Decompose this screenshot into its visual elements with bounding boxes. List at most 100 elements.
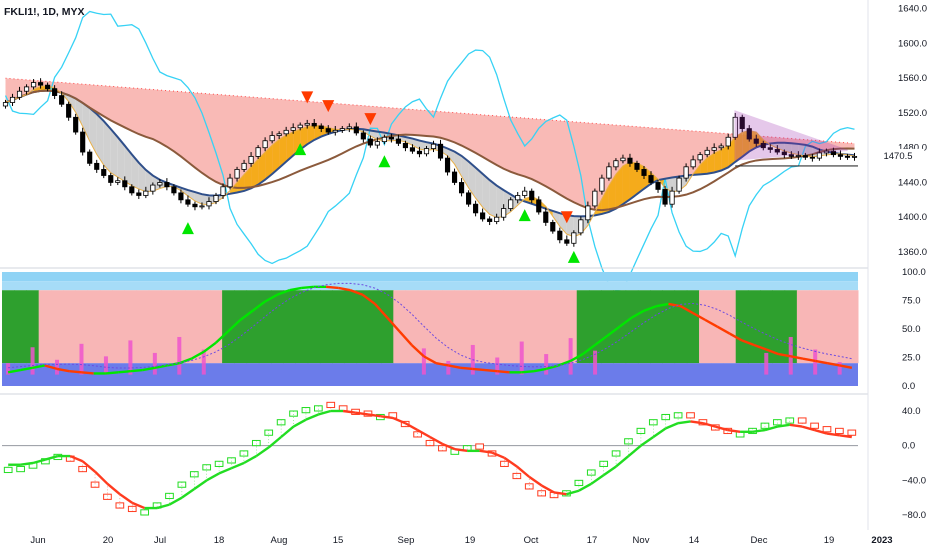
candle[interactable] — [157, 182, 163, 186]
candle[interactable] — [255, 147, 261, 157]
candle[interactable] — [136, 192, 142, 196]
candle[interactable] — [592, 190, 598, 207]
candle[interactable] — [753, 138, 759, 144]
candle[interactable] — [220, 186, 226, 196]
candle[interactable] — [59, 95, 65, 105]
candle[interactable] — [564, 239, 570, 244]
candle[interactable] — [522, 190, 528, 196]
candle[interactable] — [585, 205, 591, 221]
candle[interactable] — [129, 186, 135, 194]
candle[interactable] — [9, 96, 16, 103]
candle[interactable] — [325, 128, 331, 133]
candle[interactable] — [458, 182, 465, 194]
candle[interactable] — [206, 201, 212, 207]
sell-signal-arrow[interactable] — [322, 100, 335, 113]
candle[interactable] — [353, 126, 359, 134]
candle[interactable] — [423, 148, 430, 155]
candle[interactable] — [80, 131, 86, 153]
candle[interactable] — [515, 195, 521, 201]
candle[interactable] — [374, 141, 380, 146]
sell-signal-arrow[interactable] — [560, 211, 573, 224]
candle[interactable] — [690, 159, 696, 168]
sell-signal-arrow[interactable] — [301, 91, 314, 104]
candle[interactable] — [718, 145, 724, 149]
candle[interactable] — [16, 90, 23, 98]
candle[interactable] — [381, 136, 387, 143]
candle[interactable] — [52, 88, 58, 96]
candle[interactable] — [38, 82, 44, 86]
candle[interactable] — [304, 122, 310, 126]
candle[interactable] — [683, 166, 689, 179]
candle[interactable] — [816, 152, 822, 159]
candle[interactable] — [346, 126, 352, 129]
candle[interactable] — [739, 116, 745, 129]
candle[interactable] — [430, 143, 437, 149]
candle[interactable] — [599, 177, 605, 192]
buy-signal-arrow[interactable] — [294, 143, 307, 156]
candle[interactable] — [830, 150, 837, 156]
candle[interactable] — [494, 216, 500, 222]
candle[interactable] — [101, 169, 107, 176]
candle[interactable] — [73, 116, 79, 133]
candle[interactable] — [851, 155, 858, 158]
candle[interactable] — [578, 219, 584, 234]
price-scale[interactable]: 1640.0 1600.0 1560.0 1520.0 1480.0 1440.0 1400… — [872, 4, 927, 521]
candle[interactable] — [550, 222, 556, 232]
candle[interactable] — [45, 84, 51, 90]
candle[interactable] — [704, 149, 710, 156]
candle[interactable] — [802, 155, 808, 158]
candle[interactable] — [199, 205, 205, 208]
candle[interactable] — [823, 150, 830, 154]
candle[interactable] — [634, 162, 640, 170]
candle[interactable] — [416, 150, 423, 155]
candle[interactable] — [339, 128, 345, 131]
candle[interactable] — [641, 169, 647, 176]
candle[interactable] — [501, 208, 507, 218]
candle[interactable] — [746, 128, 752, 140]
candle[interactable] — [697, 154, 703, 161]
candle[interactable] — [311, 122, 317, 127]
candle[interactable] — [122, 180, 128, 188]
candle[interactable] — [676, 177, 682, 192]
candle[interactable] — [318, 125, 324, 129]
candle[interactable] — [844, 155, 851, 158]
candle[interactable] — [669, 190, 675, 205]
candle[interactable] — [774, 149, 780, 153]
candle[interactable] — [297, 124, 303, 129]
candle[interactable] — [781, 151, 787, 156]
candle[interactable] — [276, 133, 282, 136]
candle[interactable] — [711, 147, 717, 151]
oscillator-pane[interactable] — [2, 272, 859, 386]
candle[interactable] — [248, 155, 254, 164]
candle[interactable] — [108, 175, 114, 183]
candle[interactable] — [508, 199, 514, 209]
candle[interactable] — [388, 136, 394, 140]
candle[interactable] — [627, 157, 633, 164]
candle[interactable] — [192, 203, 198, 208]
current-price-tag[interactable] — [872, 148, 924, 163]
candle[interactable] — [367, 138, 373, 146]
candle[interactable] — [725, 136, 731, 147]
candle[interactable] — [606, 166, 612, 179]
candle[interactable] — [466, 192, 472, 205]
candle[interactable] — [234, 169, 240, 179]
candle[interactable] — [662, 189, 668, 205]
candle[interactable] — [262, 140, 268, 149]
candle[interactable] — [2, 102, 9, 107]
candle[interactable] — [543, 211, 549, 223]
candle[interactable] — [87, 151, 93, 164]
candle[interactable] — [290, 127, 296, 131]
buy-signal-arrow[interactable] — [378, 155, 391, 168]
time-scale[interactable]: Jun 20 Jul 18 Aug 15 Sep 19 Oct 17 Nov 14 Dec 19 2023 — [30, 535, 892, 546]
candle[interactable] — [227, 177, 233, 188]
candle[interactable] — [760, 142, 766, 149]
buy-signal-arrow[interactable] — [518, 209, 531, 222]
candle[interactable] — [767, 147, 773, 150]
candle[interactable] — [809, 156, 815, 159]
candle[interactable] — [269, 135, 275, 142]
buy-signal-arrow[interactable] — [181, 222, 194, 235]
price-pane[interactable] — [2, 10, 858, 291]
candle[interactable] — [648, 175, 654, 183]
candle[interactable] — [795, 155, 801, 157]
